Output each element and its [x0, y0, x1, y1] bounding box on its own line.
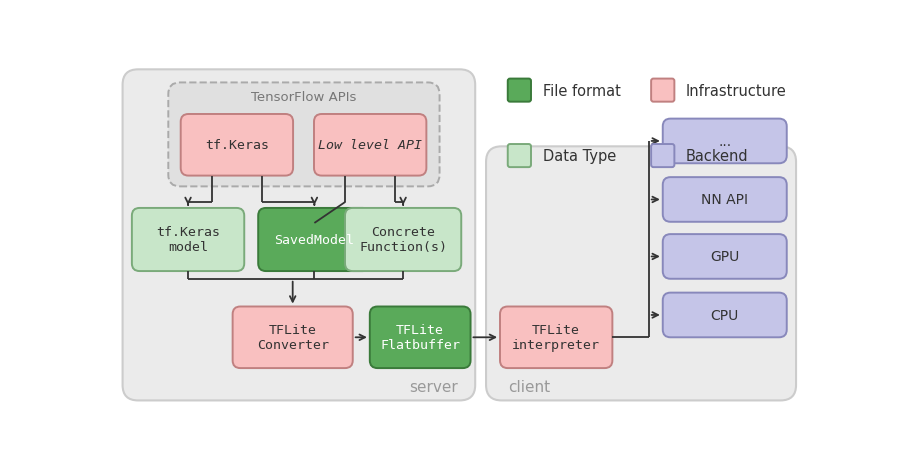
FancyBboxPatch shape: [500, 307, 612, 368]
Text: server: server: [410, 379, 458, 394]
Text: TensorFlow APIs: TensorFlow APIs: [251, 90, 356, 104]
FancyBboxPatch shape: [132, 208, 244, 271]
FancyBboxPatch shape: [486, 147, 796, 401]
Text: tf.Keras
model: tf.Keras model: [156, 226, 220, 254]
Text: Low level API: Low level API: [319, 139, 422, 152]
FancyBboxPatch shape: [258, 208, 371, 271]
Text: GPU: GPU: [710, 250, 740, 264]
Text: TFLite
interpreter: TFLite interpreter: [512, 324, 600, 352]
FancyBboxPatch shape: [662, 119, 787, 164]
FancyBboxPatch shape: [662, 293, 787, 337]
Text: CPU: CPU: [711, 308, 739, 322]
Text: TFLite
Flatbuffer: TFLite Flatbuffer: [380, 324, 460, 352]
Text: ...: ...: [718, 135, 732, 149]
FancyBboxPatch shape: [662, 235, 787, 279]
FancyBboxPatch shape: [651, 79, 674, 102]
FancyBboxPatch shape: [370, 307, 471, 368]
Text: Infrastructure: Infrastructure: [686, 83, 787, 99]
Text: File format: File format: [543, 83, 620, 99]
FancyBboxPatch shape: [508, 79, 531, 102]
Text: tf.Keras: tf.Keras: [205, 139, 269, 152]
FancyBboxPatch shape: [662, 178, 787, 222]
Text: client: client: [508, 379, 550, 394]
Text: Concrete
Function(s): Concrete Function(s): [359, 226, 447, 254]
FancyBboxPatch shape: [168, 83, 439, 187]
FancyBboxPatch shape: [314, 115, 427, 176]
FancyBboxPatch shape: [345, 208, 461, 271]
FancyBboxPatch shape: [181, 115, 293, 176]
Text: Data Type: Data Type: [543, 149, 616, 164]
Text: TFLite
Converter: TFLite Converter: [256, 324, 328, 352]
Text: Backend: Backend: [686, 149, 749, 164]
FancyBboxPatch shape: [232, 307, 353, 368]
Text: NN API: NN API: [701, 193, 748, 207]
FancyBboxPatch shape: [651, 145, 674, 168]
FancyBboxPatch shape: [122, 70, 475, 401]
FancyBboxPatch shape: [508, 145, 531, 168]
Text: SavedModel: SavedModel: [274, 234, 355, 247]
